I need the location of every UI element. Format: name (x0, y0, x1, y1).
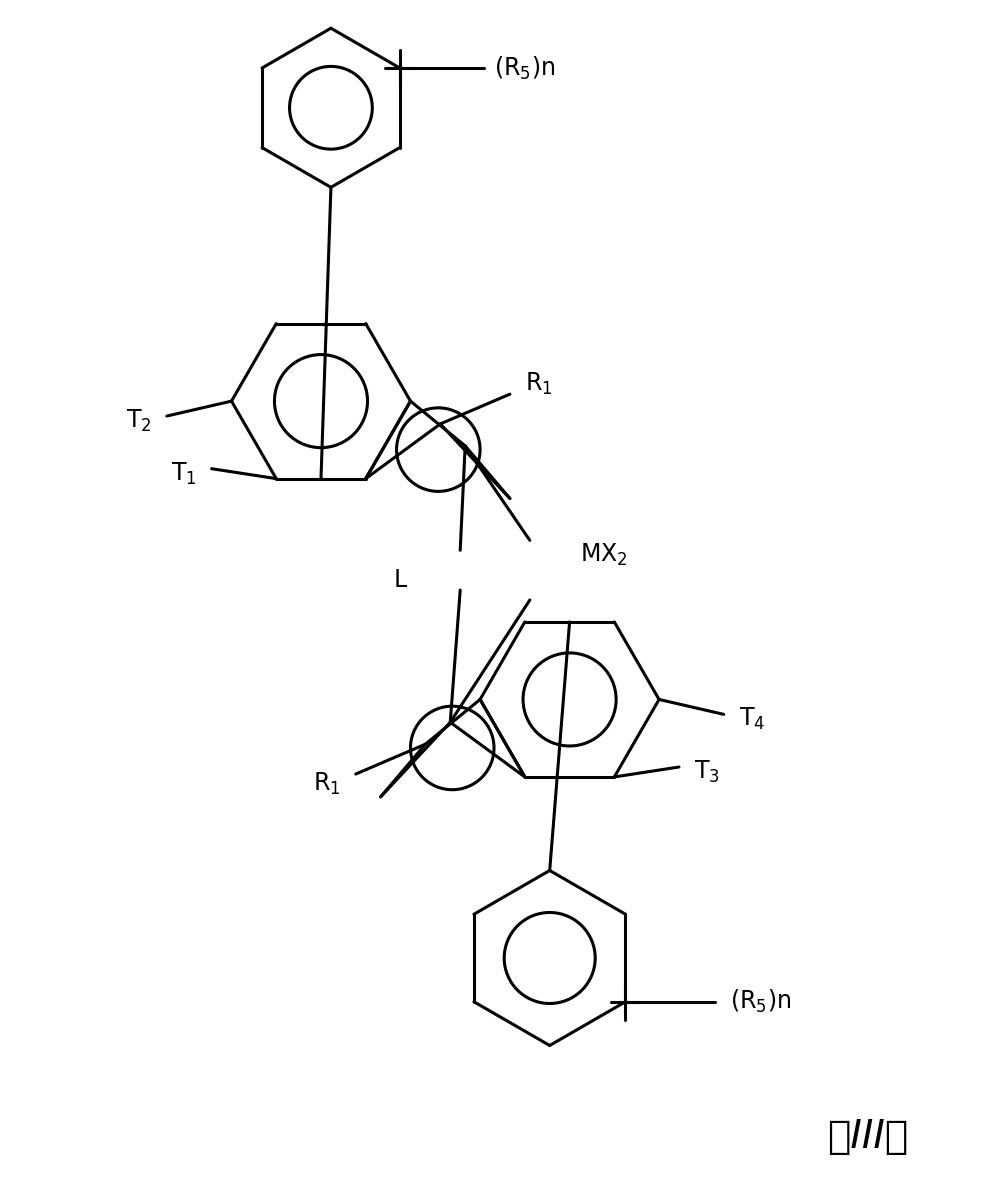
Text: R$_1$: R$_1$ (313, 770, 341, 797)
Text: R$_1$: R$_1$ (525, 371, 553, 398)
Text: T$_1$: T$_1$ (172, 460, 196, 487)
Text: (R$_5$)n: (R$_5$)n (730, 988, 792, 1016)
Text: T$_2$: T$_2$ (126, 407, 152, 434)
Text: L: L (394, 569, 407, 593)
Text: (R$_5$)n: (R$_5$)n (494, 54, 556, 82)
Text: （III）: （III） (827, 1118, 909, 1156)
Text: T$_3$: T$_3$ (693, 758, 719, 785)
Text: T$_4$: T$_4$ (739, 707, 765, 732)
Text: MX$_2$: MX$_2$ (579, 542, 627, 569)
